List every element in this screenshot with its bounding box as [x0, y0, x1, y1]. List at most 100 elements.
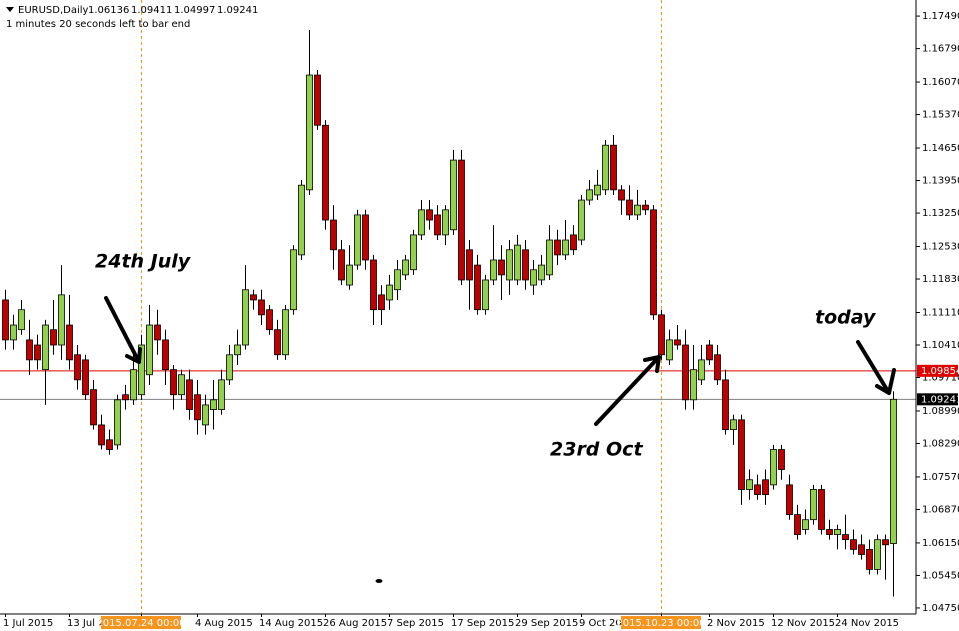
- annotation: today: [815, 307, 877, 329]
- x-tick-label: 9 Oct 2015: [579, 618, 634, 629]
- candle-body: [386, 284, 393, 301]
- candle-body: [538, 264, 545, 281]
- x-tick-label: 26 Aug 2015: [323, 618, 387, 629]
- candle-body: [282, 309, 289, 356]
- candle-body: [130, 369, 137, 401]
- candle-body: [250, 294, 257, 301]
- candle-body: [546, 239, 553, 276]
- y-tick-label: 1.07570: [922, 472, 959, 483]
- x-tag: [101, 616, 181, 629]
- y-tick-label: 1.04750: [922, 603, 959, 614]
- y-tick-label: 1.13950: [922, 176, 959, 187]
- y-tick-label: 1.16790: [922, 44, 959, 55]
- x-tag-label: 2015.10.23 00:00: [616, 618, 705, 629]
- candle-body: [730, 419, 737, 430]
- menu-triangle[interactable]: [6, 7, 14, 12]
- candle-body: [346, 264, 353, 286]
- candle-body: [106, 439, 113, 450]
- candle-body: [890, 398, 897, 544]
- price-tag: [917, 364, 958, 377]
- candle-body: [602, 144, 609, 191]
- dot: [375, 579, 383, 583]
- candle-body: [802, 519, 809, 530]
- header-low: 1.04997: [174, 5, 215, 16]
- candle-body: [674, 339, 681, 346]
- candle-body: [442, 209, 449, 236]
- x-tick-label: 17 Sep 2015: [451, 618, 514, 629]
- candle-body: [458, 159, 465, 281]
- candle-body: [882, 539, 889, 546]
- candle-body: [850, 539, 857, 550]
- y-tick-label: 1.08990: [922, 406, 959, 417]
- candle-body: [378, 294, 385, 311]
- candle-body: [586, 189, 593, 201]
- candle-body: [594, 184, 601, 196]
- candle-body: [786, 484, 793, 515]
- candle-body: [482, 279, 489, 311]
- candle-body: [698, 359, 705, 381]
- annotation: 23rd Oct: [550, 439, 643, 461]
- y-tick-label: 1.10410: [922, 340, 959, 351]
- candle-body: [610, 144, 617, 191]
- y-tick-label: 1.17490: [922, 11, 959, 22]
- candle-body: [66, 324, 73, 361]
- y-tick-label: 1.05450: [922, 570, 959, 581]
- candle-body: [434, 214, 441, 236]
- candle-body: [450, 159, 457, 231]
- candle-body: [642, 204, 649, 211]
- candle-body: [234, 344, 241, 356]
- candle-body: [754, 484, 761, 496]
- candle-body: [146, 324, 153, 376]
- candle-body: [394, 269, 401, 291]
- header-close: 1.09241: [217, 5, 258, 16]
- candle-body: [682, 344, 689, 401]
- x-tick-label: 14 Aug 2015: [259, 618, 323, 629]
- candle-body: [178, 374, 185, 396]
- candle-body: [338, 249, 345, 281]
- candle-body: [162, 339, 169, 371]
- candle-body: [354, 214, 361, 266]
- candle-body: [794, 514, 801, 535]
- candle-body: [706, 344, 713, 361]
- candle-body: [626, 199, 633, 216]
- candle-body: [530, 269, 537, 286]
- price-tag-label: 1.09854: [921, 366, 959, 377]
- candle-body: [474, 264, 481, 311]
- candle-body: [858, 544, 865, 555]
- x-tag: [621, 616, 701, 629]
- candle-body: [186, 379, 193, 410]
- candle-body: [770, 449, 777, 486]
- x-tick-label: 1 Jul 2015: [3, 618, 53, 629]
- candle-body: [818, 489, 825, 530]
- y-tick-label: 1.13250: [922, 208, 959, 219]
- chart-title: EURUSD,Daily: [18, 5, 89, 16]
- candle-body: [314, 74, 321, 126]
- x-tick-label: 7 Sep 2015: [387, 618, 444, 629]
- candle-body: [242, 289, 249, 346]
- annotation-arrow: [856, 340, 896, 395]
- candle-body: [562, 239, 569, 256]
- candle-body: [634, 204, 641, 216]
- candle-body: [498, 259, 505, 276]
- candle-body: [666, 339, 673, 361]
- candle-body: [834, 529, 841, 535]
- price-tag: [917, 393, 958, 406]
- candle-body: [714, 354, 721, 381]
- candle-body: [418, 209, 425, 236]
- candle-body: [362, 214, 369, 261]
- candle-body: [322, 124, 329, 221]
- candle-body: [266, 309, 273, 331]
- candle-body: [762, 479, 769, 496]
- candle-body: [202, 404, 209, 426]
- x-tick-label: 2 Nov 2015: [707, 618, 765, 629]
- candle-body: [658, 314, 665, 356]
- candle-body: [18, 309, 25, 331]
- candle-body: [570, 234, 577, 251]
- candle-body: [170, 369, 177, 396]
- candle-body: [578, 199, 585, 241]
- candle-body: [274, 329, 281, 356]
- y-tick-label: 1.15370: [922, 110, 959, 121]
- candle-body: [514, 244, 521, 281]
- candle-body: [50, 329, 57, 346]
